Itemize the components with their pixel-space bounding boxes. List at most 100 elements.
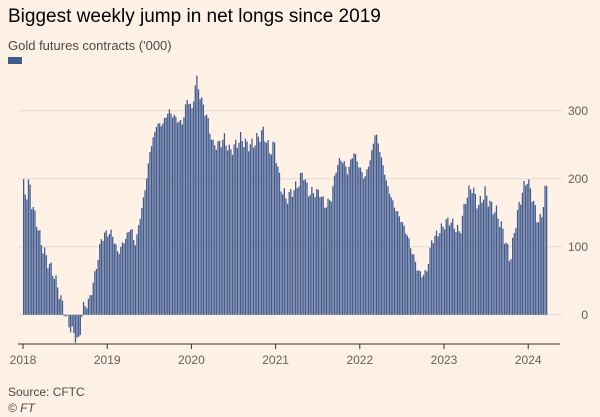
bar bbox=[372, 143, 375, 315]
bar bbox=[113, 243, 115, 315]
bar bbox=[186, 99, 188, 315]
bar bbox=[159, 123, 161, 315]
bar bbox=[147, 163, 149, 315]
bar bbox=[495, 205, 498, 315]
bar bbox=[442, 226, 444, 315]
bar bbox=[448, 225, 451, 315]
bar bbox=[429, 247, 431, 315]
bar bbox=[244, 138, 247, 315]
bar bbox=[47, 268, 49, 315]
bar bbox=[469, 189, 472, 315]
bar bbox=[521, 192, 523, 315]
bar bbox=[248, 151, 250, 315]
bar bbox=[223, 133, 226, 315]
bar bbox=[426, 271, 428, 315]
bar bbox=[180, 120, 182, 315]
bar bbox=[23, 179, 25, 315]
bar bbox=[539, 213, 541, 315]
bar bbox=[125, 238, 127, 315]
bar bbox=[155, 126, 158, 315]
bar bbox=[329, 200, 331, 315]
bar bbox=[215, 149, 217, 315]
bar bbox=[421, 277, 423, 315]
bar bbox=[146, 178, 148, 315]
x-tick-label: 2020 bbox=[178, 353, 205, 367]
bar bbox=[316, 189, 318, 315]
bar bbox=[269, 153, 271, 315]
bar bbox=[193, 101, 195, 315]
bar bbox=[411, 254, 413, 315]
bar bbox=[317, 189, 319, 315]
bar bbox=[201, 97, 203, 315]
bar bbox=[379, 152, 381, 315]
bar bbox=[107, 236, 109, 315]
bar bbox=[536, 222, 538, 315]
bar bbox=[170, 113, 172, 315]
bar bbox=[286, 203, 289, 315]
bar bbox=[188, 104, 190, 315]
bar bbox=[435, 230, 438, 315]
y-tick-label: 0 bbox=[581, 308, 588, 322]
bar bbox=[63, 314, 65, 316]
bar bbox=[468, 185, 470, 315]
bar bbox=[434, 235, 436, 315]
bar bbox=[513, 233, 515, 315]
x-tick-label: 2021 bbox=[262, 353, 289, 367]
bar bbox=[377, 143, 379, 315]
bar bbox=[256, 132, 258, 315]
bar bbox=[99, 243, 101, 315]
bar bbox=[458, 231, 460, 315]
bar bbox=[348, 166, 350, 315]
bar bbox=[197, 89, 200, 315]
bar bbox=[238, 142, 240, 315]
bar bbox=[542, 207, 545, 315]
bar bbox=[533, 200, 535, 315]
bar bbox=[366, 169, 368, 315]
bar bbox=[128, 232, 130, 315]
bar bbox=[53, 278, 56, 315]
bar bbox=[350, 159, 352, 315]
bar bbox=[497, 218, 499, 315]
bar bbox=[32, 206, 34, 315]
bar bbox=[398, 216, 400, 315]
bar bbox=[55, 275, 57, 315]
bar bbox=[44, 247, 46, 315]
bar bbox=[120, 247, 122, 315]
bar bbox=[239, 131, 242, 315]
bar bbox=[447, 217, 449, 315]
bar bbox=[116, 251, 119, 315]
bar bbox=[471, 193, 473, 315]
bar bbox=[337, 164, 339, 315]
bar bbox=[79, 314, 81, 336]
bar bbox=[393, 207, 396, 315]
bar bbox=[60, 295, 62, 315]
bar bbox=[283, 188, 285, 315]
bar bbox=[371, 150, 373, 315]
bar bbox=[363, 178, 365, 315]
bar bbox=[87, 298, 90, 315]
bar bbox=[314, 197, 316, 315]
bar bbox=[108, 233, 111, 315]
bar bbox=[57, 287, 59, 315]
bar bbox=[356, 161, 358, 315]
bar bbox=[136, 234, 138, 315]
bar bbox=[167, 113, 169, 315]
bar bbox=[340, 160, 342, 315]
bar bbox=[520, 204, 522, 315]
bar bbox=[502, 228, 504, 315]
bar bbox=[512, 237, 514, 315]
bar bbox=[157, 123, 159, 315]
bar bbox=[74, 314, 77, 343]
bar bbox=[460, 233, 462, 315]
bar bbox=[465, 204, 467, 315]
bar bbox=[419, 271, 421, 315]
bar bbox=[431, 240, 433, 315]
bar bbox=[95, 269, 98, 315]
bar bbox=[69, 314, 72, 333]
bar bbox=[246, 141, 248, 315]
bar bbox=[165, 117, 167, 315]
bar bbox=[103, 232, 106, 315]
bar bbox=[66, 314, 68, 316]
bar bbox=[476, 208, 478, 315]
bar bbox=[84, 306, 86, 315]
